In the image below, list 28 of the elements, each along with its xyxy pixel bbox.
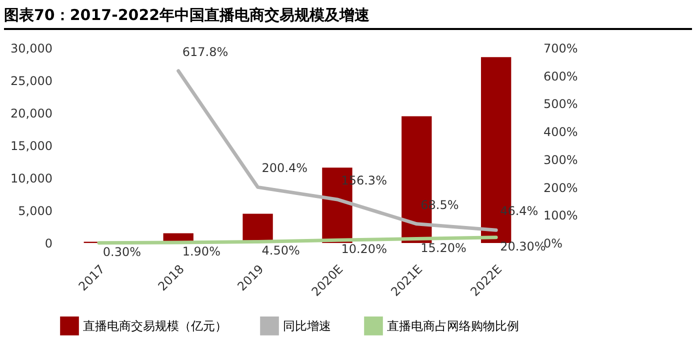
y-tick-label: 25,000	[10, 74, 52, 88]
data-label: 20.30%	[500, 239, 546, 254]
data-label: 0.30%	[102, 244, 142, 259]
y-tick-label: 10,000	[10, 172, 52, 186]
y2-tick-label: 100%	[544, 208, 578, 223]
data-label: 15.20%	[420, 240, 466, 255]
y-tick-label: 20,000	[10, 106, 52, 120]
y2-tick-label: 0%	[544, 236, 563, 250]
y-tick-label: 0	[44, 236, 52, 250]
y2-tick-label: 700%	[544, 42, 578, 56]
y2-tick-label: 500%	[544, 97, 578, 112]
data-label: 200.4%	[262, 161, 308, 176]
data-label: 4.50%	[262, 244, 300, 258]
data-label: 617.8%	[182, 44, 228, 59]
data-label: 10.20%	[341, 242, 387, 256]
y2-tick-label: 300%	[544, 152, 578, 167]
y-tick-label: 15,000	[10, 139, 52, 153]
chart-title: 图表70：2017-2022年中国直播电商交易规模及增速	[4, 6, 692, 30]
y2-tick-label: 200%	[544, 180, 578, 195]
y-tick-label: 30,000	[10, 42, 52, 56]
y2-tick-label: 600%	[544, 69, 578, 84]
legend-label: 直播电商交易规模（亿元）	[83, 318, 227, 333]
legend-label: 直播电商占网络购物比例	[387, 318, 519, 333]
data-label: 1.90%	[182, 244, 220, 258]
line-series	[176, 69, 498, 232]
y2-tick-label: 400%	[544, 125, 578, 140]
y-tick-label: 5,000	[18, 204, 52, 218]
legend-label: 同比增速	[283, 318, 331, 333]
